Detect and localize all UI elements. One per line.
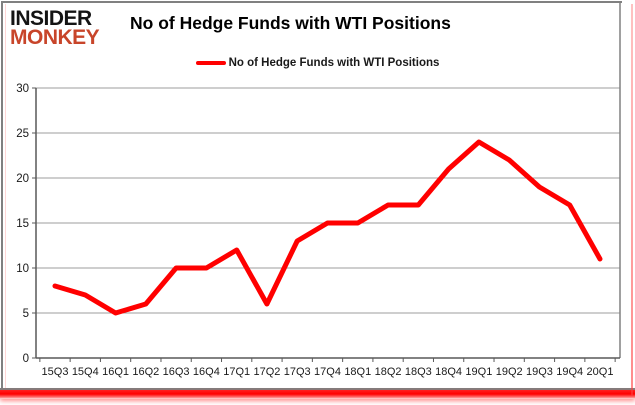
x-tick-label: 19Q4 <box>556 366 583 378</box>
x-tick-label: 16Q4 <box>193 366 220 378</box>
x-tick-label: 18Q4 <box>435 366 462 378</box>
insider-monkey-logo: INSIDER MONKEY <box>10 7 122 50</box>
series-line <box>52 139 603 316</box>
frame-left-glow <box>5 4 6 388</box>
x-tick-label: 19Q3 <box>526 366 553 378</box>
x-tick-label: 18Q3 <box>405 366 432 378</box>
logo-line-monkey: MONKEY <box>10 26 100 50</box>
x-tick-label: 16Q2 <box>132 366 159 378</box>
x-tick-label: 18Q2 <box>375 366 402 378</box>
legend-label: No of Hedge Funds with WTI Positions <box>228 57 440 69</box>
x-tick-label: 17Q4 <box>314 366 341 378</box>
frame-bottom-line <box>0 388 635 390</box>
x-tick-label: 19Q1 <box>465 366 492 378</box>
y-tick-label: 25 <box>16 128 29 140</box>
y-tick-label: 30 <box>16 83 29 95</box>
x-tick-label: 16Q3 <box>163 366 190 378</box>
x-tick-label: 17Q1 <box>223 366 250 378</box>
x-tick-label: 15Q3 <box>42 366 69 378</box>
x-tick-label: 17Q2 <box>253 366 280 378</box>
x-tick-label: 20Q1 <box>587 366 614 378</box>
x-tick-label: 17Q3 <box>284 366 311 378</box>
legend-line-swatch <box>195 61 226 65</box>
y-tick-label: 15 <box>16 218 29 230</box>
y-tick-label: 0 <box>23 353 29 365</box>
y-tick-label: 5 <box>23 308 29 320</box>
y-tick-label: 10 <box>16 263 29 275</box>
x-tick-label: 16Q1 <box>102 366 129 378</box>
x-tick-label: 15Q4 <box>72 366 99 378</box>
chart-title: No of Hedge Funds with WTI Positions <box>130 13 451 33</box>
logo-line-insider: INSIDER <box>10 7 92 30</box>
brand-red-bottom-bar <box>0 390 635 399</box>
y-tick-label: 20 <box>16 173 29 185</box>
x-tick-label: 19Q2 <box>496 366 523 378</box>
legend: No of Hedge Funds with WTI Positions <box>0 54 635 72</box>
x-tick-label: 18Q1 <box>344 366 371 378</box>
frame-right-glow <box>631 4 633 396</box>
